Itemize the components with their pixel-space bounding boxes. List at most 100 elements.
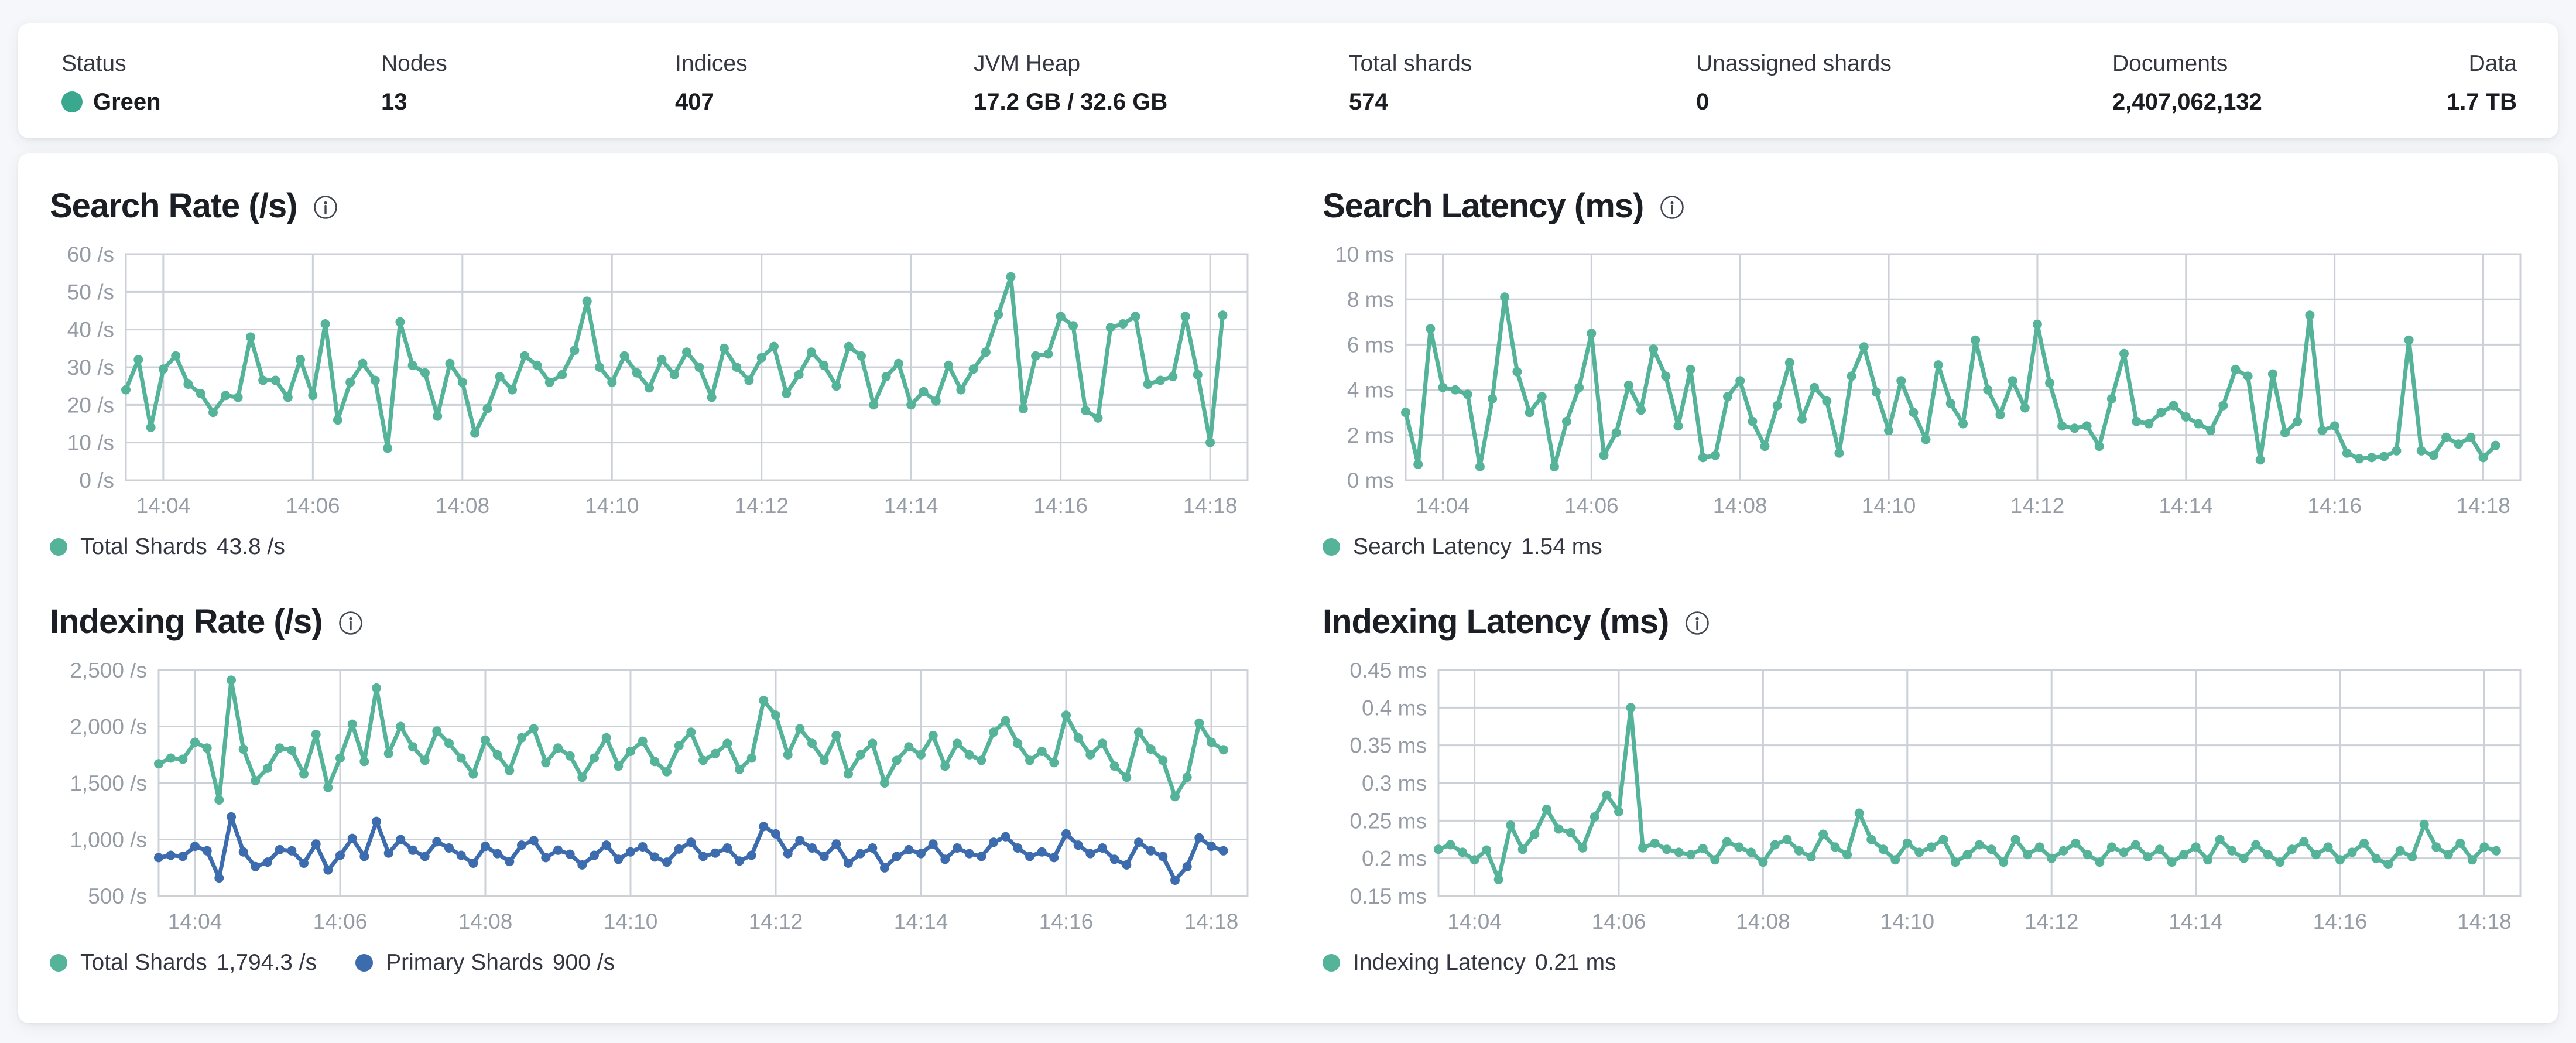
svg-text:14:04: 14:04 [136, 494, 191, 518]
svg-text:14:12: 14:12 [2025, 909, 2079, 933]
metric-unassigned-shards-label: Unassigned shards [1696, 51, 1892, 76]
info-icon[interactable] [1660, 195, 1684, 220]
chart-indexing-rate: Indexing Rate (/s) 500 /s 1,000 /s 1,500 /… [50, 600, 1252, 977]
legend-value: 1,794.3 /s [216, 950, 317, 975]
legend-value: 1.54 ms [1521, 534, 1602, 559]
search-latency-plot[interactable]: 0 ms 2 ms 4 ms 6 ms 8 ms 10 ms 14:04 14:06 14:08… [1323, 247, 2525, 522]
legend-label: Total Shards [80, 950, 207, 975]
chart-indexing-latency-title: Indexing Latency (ms) [1323, 602, 1669, 641]
chart-indexing-latency-legend: Indexing Latency 0.21 ms [1323, 949, 2525, 977]
svg-text:14:14: 14:14 [2159, 494, 2214, 518]
svg-text:2 ms: 2 ms [1347, 423, 1394, 447]
svg-text:2,500 /s: 2,500 /s [70, 663, 147, 682]
svg-text:14:04: 14:04 [1416, 494, 1470, 518]
legend-label: Search Latency [1353, 534, 1512, 559]
svg-text:500 /s: 500 /s [88, 884, 147, 908]
search-rate-plot[interactable]: 0 /s 10 /s 20 /s 30 /s 40 /s 50 /s 60 /s 14:04 1… [50, 247, 1252, 522]
metric-status-value: Green [61, 88, 381, 116]
chart-search-latency-title: Search Latency (ms) [1323, 186, 1644, 225]
svg-text:14:14: 14:14 [884, 494, 938, 518]
svg-text:2,000 /s: 2,000 /s [70, 715, 147, 739]
chart-search-latency-header: Search Latency (ms) [1323, 184, 2525, 227]
info-icon[interactable] [1685, 611, 1710, 635]
health-status-dot-icon [61, 91, 83, 112]
svg-text:14:16: 14:16 [2313, 909, 2368, 933]
svg-text:14:18: 14:18 [1183, 494, 1238, 518]
legend-value: 0.21 ms [1534, 950, 1616, 975]
info-icon[interactable] [338, 611, 363, 635]
chart-search-rate: Search Rate (/s) 0 /s 10 /s 20 /s 30 /s 40 /… [50, 184, 1252, 561]
series-dot-icon [1323, 954, 1340, 972]
svg-text:14:10: 14:10 [1862, 494, 1916, 518]
svg-text:50 /s: 50 /s [67, 280, 114, 304]
svg-text:14:12: 14:12 [734, 494, 789, 518]
metric-jvm-heap: JVM Heap 17.2 GB / 32.6 GB [974, 50, 1349, 116]
legend-item: Total Shards 1,794.3 /s [50, 950, 317, 976]
svg-text:14:16: 14:16 [1039, 909, 1094, 933]
svg-text:14:06: 14:06 [1592, 909, 1646, 933]
metric-status-text: Green [93, 89, 161, 115]
charts-grid: Search Rate (/s) 0 /s 10 /s 20 /s 30 /s 40 /… [50, 184, 2525, 977]
svg-text:0.3 ms: 0.3 ms [1362, 771, 1427, 795]
metric-nodes: Nodes 13 [381, 50, 675, 116]
svg-text:0.35 ms: 0.35 ms [1349, 734, 1427, 758]
metric-nodes-label: Nodes [381, 51, 447, 76]
svg-text:0.4 ms: 0.4 ms [1362, 696, 1427, 720]
metric-data-size: Data 1.7 TB [2447, 50, 2517, 116]
metric-total-shards-value: 574 [1349, 89, 1388, 115]
svg-text:14:08: 14:08 [436, 494, 490, 518]
series-dot-icon [50, 538, 67, 556]
svg-text:14:18: 14:18 [2456, 494, 2510, 518]
svg-text:0.25 ms: 0.25 ms [1349, 809, 1427, 833]
metric-total-shards: Total shards 574 [1349, 50, 1696, 116]
info-icon[interactable] [313, 195, 338, 220]
metric-indices-label: Indices [675, 51, 748, 76]
chart-search-rate-title: Search Rate (/s) [50, 186, 297, 225]
svg-text:30 /s: 30 /s [67, 355, 114, 379]
legend-value: 900 /s [552, 950, 615, 975]
metric-data-size-value: 1.7 TB [2446, 89, 2517, 115]
legend-value: 43.8 /s [216, 534, 285, 559]
svg-text:14:18: 14:18 [1184, 909, 1239, 933]
svg-text:4 ms: 4 ms [1347, 378, 1394, 402]
svg-text:14:14: 14:14 [2169, 909, 2223, 933]
chart-indexing-rate-legend: Total Shards 1,794.3 /s Primary Shards 9… [50, 949, 1252, 977]
legend-item: Search Latency 1.54 ms [1323, 534, 1602, 560]
svg-text:14:16: 14:16 [2307, 494, 2362, 518]
svg-text:8 ms: 8 ms [1347, 288, 1394, 312]
svg-text:60 /s: 60 /s [67, 247, 114, 266]
metric-unassigned-shards: Unassigned shards 0 [1696, 50, 2112, 116]
metric-documents: Documents 2,407,062,132 [2112, 50, 2447, 116]
svg-text:0.15 ms: 0.15 ms [1349, 884, 1427, 908]
chart-indexing-latency: Indexing Latency (ms) 0.15 ms 0.2 ms 0.25 … [1323, 600, 2525, 977]
metric-nodes-value: 13 [381, 89, 407, 115]
metric-indices-value: 407 [675, 89, 714, 115]
svg-text:0 ms: 0 ms [1347, 469, 1394, 493]
chart-search-latency: Search Latency (ms) 0 ms 2 ms 4 ms 6 ms 8 ms… [1323, 184, 2525, 561]
metric-documents-value: 2,407,062,132 [2112, 89, 2262, 115]
indexing-rate-plot[interactable]: 500 /s 1,000 /s 1,500 /s 2,000 /s 2,500 /s 14… [50, 663, 1252, 938]
svg-text:14:04: 14:04 [168, 909, 222, 933]
legend-label: Primary Shards [386, 950, 543, 975]
svg-text:14:10: 14:10 [585, 494, 639, 518]
svg-text:14:10: 14:10 [604, 909, 658, 933]
series-dot-icon [1323, 538, 1340, 556]
svg-text:14:08: 14:08 [1713, 494, 1767, 518]
svg-text:14:10: 14:10 [1880, 909, 1935, 933]
metric-indices: Indices 407 [675, 50, 974, 116]
svg-text:14:06: 14:06 [1564, 494, 1619, 518]
metric-jvm-heap-value: 17.2 GB / 32.6 GB [974, 89, 1168, 115]
indexing-latency-plot[interactable]: 0.15 ms 0.2 ms 0.25 ms 0.3 ms 0.35 ms 0.4 ms 0… [1323, 663, 2525, 938]
svg-text:14:04: 14:04 [1447, 909, 1502, 933]
metric-data-size-label: Data [2468, 51, 2517, 76]
metric-status-label: Status [61, 51, 126, 76]
metric-jvm-heap-label: JVM Heap [974, 51, 1081, 76]
svg-text:14:06: 14:06 [313, 909, 368, 933]
svg-text:14:06: 14:06 [286, 494, 340, 518]
svg-text:0.45 ms: 0.45 ms [1349, 663, 1427, 682]
svg-text:14:16: 14:16 [1033, 494, 1088, 518]
legend-item: Indexing Latency 0.21 ms [1323, 950, 1616, 976]
svg-text:14:18: 14:18 [2457, 909, 2512, 933]
svg-text:1,500 /s: 1,500 /s [70, 771, 147, 795]
metric-total-shards-label: Total shards [1349, 51, 1472, 76]
